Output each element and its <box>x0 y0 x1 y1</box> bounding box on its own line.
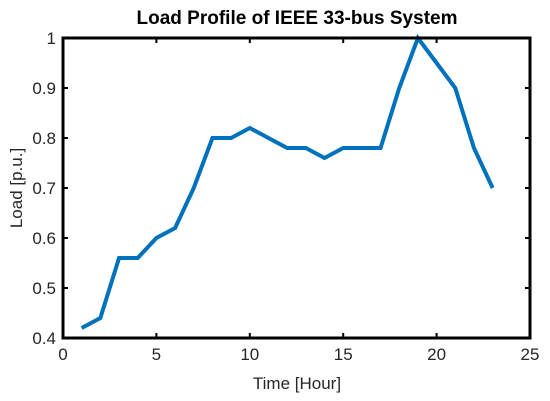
y-tick-label: 0.4 <box>32 329 56 348</box>
plot-frame <box>61 36 532 340</box>
y-tick-label: 0.8 <box>32 129 56 148</box>
y-tick-label: 0.9 <box>32 79 56 98</box>
x-tick-label: 5 <box>152 345 161 364</box>
x-tick-label: 10 <box>240 345 259 364</box>
x-tick-label: 0 <box>58 345 67 364</box>
y-tick-label: 0.7 <box>32 179 56 198</box>
x-tick-label: 25 <box>521 345 540 364</box>
y-tick-label: 0.5 <box>32 279 56 298</box>
x-tick-label: 20 <box>427 345 446 364</box>
y-tick-label: 1 <box>47 29 56 48</box>
x-axis-label: Time [Hour] <box>253 374 341 393</box>
y-axis-label: Load [p.u.] <box>7 148 26 228</box>
x-tick-label: 15 <box>334 345 353 364</box>
plot-area <box>61 33 532 340</box>
x-axis: 0 5 10 15 20 25 <box>58 38 539 364</box>
chart-title: Load Profile of IEEE 33-bus System <box>137 8 458 29</box>
series-line <box>80 33 495 330</box>
y-axis: 0.4 0.5 0.6 0.7 0.8 0.9 1 <box>32 29 530 348</box>
y-tick-label: 0.6 <box>32 229 56 248</box>
